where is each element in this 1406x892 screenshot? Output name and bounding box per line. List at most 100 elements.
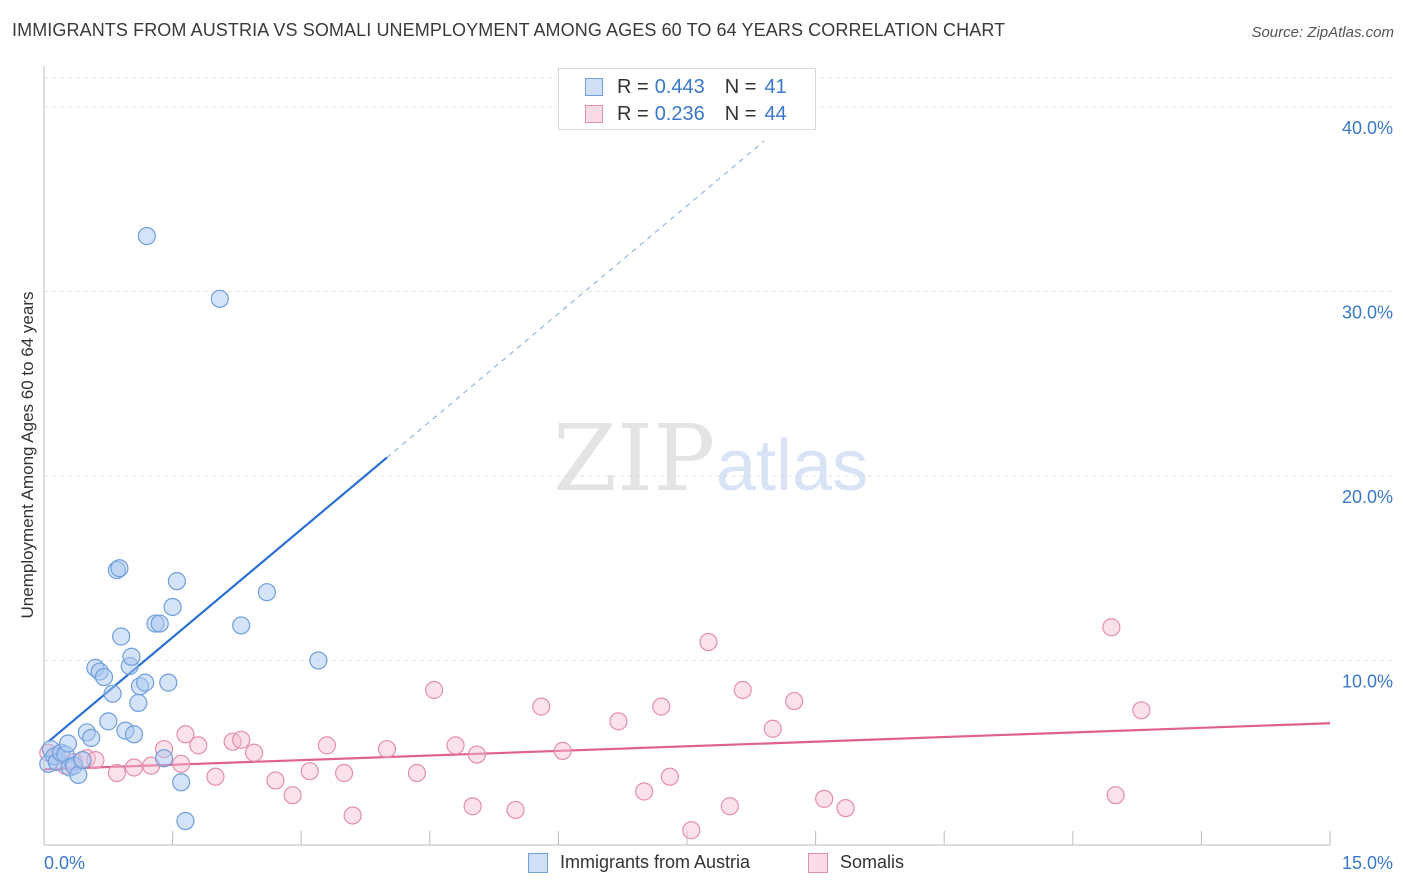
somalis-point — [532, 697, 551, 716]
bottom-legend-austria: Immigrants from Austria — [528, 852, 750, 873]
austria-point — [137, 226, 156, 246]
austria-point — [309, 651, 328, 670]
legend-r-value: 0.236 — [654, 102, 705, 125]
chart-title: IMMIGRANTS FROM AUSTRIA VS SOMALI UNEMPL… — [12, 20, 1006, 40]
austria-point — [159, 673, 178, 692]
somalis-point — [244, 743, 264, 762]
austria-point — [110, 559, 129, 578]
austria-point — [129, 693, 148, 713]
austria-point — [122, 647, 141, 666]
austria-point — [124, 725, 144, 744]
legend-swatch-blue — [585, 78, 603, 96]
austria-point — [167, 572, 186, 591]
somalis-points — [39, 618, 1151, 840]
y-tick-label: 10.0% — [1342, 671, 1393, 691]
somalis-point — [176, 725, 195, 744]
legend-swatch-pink — [585, 105, 603, 123]
somalis-point — [317, 736, 337, 755]
legend-row-somalis: R = 0.236 N = 44 — [585, 102, 787, 126]
austria-points — [39, 226, 328, 831]
austria-trend-extension — [386, 140, 765, 458]
legend-r-label: R = — [617, 75, 649, 98]
austria-point — [232, 616, 251, 635]
austria-point — [163, 597, 182, 617]
somalis-point — [377, 739, 397, 759]
austria-point — [103, 684, 122, 703]
somalis-point — [206, 767, 225, 786]
austria-trend-line — [47, 456, 388, 743]
x-tick-label: 15.0% — [1342, 853, 1393, 873]
y-tick-label: 30.0% — [1342, 302, 1393, 322]
austria-point — [112, 627, 131, 646]
bottom-legend-swatch-pink — [808, 852, 828, 873]
somalis-point — [424, 680, 444, 700]
y-axis-label: Unemployment Among Ages 60 to 64 years — [18, 291, 37, 619]
bottom-legend-label-somalis: Somalis — [840, 852, 905, 872]
somalis-point — [785, 691, 804, 711]
austria-point — [150, 614, 169, 633]
grid-lines — [44, 77, 1392, 661]
somalis-trend-line — [43, 722, 1331, 771]
austria-point — [82, 728, 101, 748]
source-label: Source: ZipAtlas.com — [1251, 24, 1394, 41]
austria-point — [210, 289, 229, 308]
austria-point — [176, 811, 195, 831]
austria-point — [172, 773, 191, 792]
somalis-point — [107, 763, 126, 783]
watermark: ZIP atlas — [553, 405, 868, 512]
somalis-point — [300, 762, 319, 781]
legend-r-value: 0.443 — [654, 75, 705, 98]
bottom-legend-somalis: Somalis — [808, 852, 904, 873]
somalis-point — [1106, 786, 1125, 805]
somalis-point — [189, 736, 208, 755]
austria-point — [99, 712, 118, 731]
somalis-point — [172, 754, 191, 773]
somalis-point — [1102, 618, 1121, 637]
austria-point — [136, 673, 155, 692]
legend-n-value: 44 — [764, 102, 787, 125]
bottom-legend-label-austria: Immigrants from Austria — [560, 852, 751, 872]
tick-labels: 10.0% 20.0% 30.0% 40.0% 0.0% 15.0% — [44, 118, 1393, 873]
somalis-point — [733, 680, 752, 700]
austria-point — [94, 667, 114, 687]
somalis-point — [763, 719, 782, 738]
somalis-point — [446, 736, 465, 755]
somalis-point — [334, 763, 354, 783]
austria-point — [257, 583, 277, 602]
austria-point — [154, 749, 174, 768]
somalis-point — [1132, 701, 1151, 720]
somalis-point — [463, 797, 482, 816]
legend-n-label: N = — [724, 75, 757, 98]
austria-point — [73, 751, 92, 770]
somalis-point — [699, 632, 718, 652]
watermark-atlas: atlas — [716, 426, 868, 506]
somalis-point — [232, 730, 251, 749]
legend-n-value: 41 — [764, 75, 787, 98]
somalis-point — [343, 806, 362, 825]
somalis-point — [836, 798, 855, 818]
correlation-legend: R = 0.443 N = 41 R = 0.236 N = 44 — [558, 68, 816, 130]
somalis-point — [124, 758, 144, 777]
somalis-point — [660, 767, 679, 786]
y-tick-label: 20.0% — [1342, 487, 1393, 507]
somalis-point — [815, 789, 834, 808]
watermark-zip: ZIP — [553, 405, 715, 512]
bottom-legend-swatch-blue — [528, 852, 548, 873]
somalis-point — [682, 821, 701, 840]
somalis-point — [609, 712, 628, 731]
somalis-point — [652, 697, 671, 716]
somalis-point — [720, 797, 739, 816]
somalis-point — [506, 800, 525, 820]
austria-point — [58, 734, 78, 753]
somalis-point — [635, 782, 654, 801]
somalis-point — [266, 771, 285, 790]
y-tick-label: 40.0% — [1342, 118, 1393, 138]
legend-r-label: R = — [617, 102, 649, 125]
legend-n-label: N = — [724, 102, 757, 125]
x-tick-label: 0.0% — [44, 853, 85, 873]
somalis-point — [553, 741, 572, 760]
somalis-point — [467, 745, 487, 764]
somalis-point — [283, 786, 302, 805]
somalis-point — [407, 763, 427, 783]
